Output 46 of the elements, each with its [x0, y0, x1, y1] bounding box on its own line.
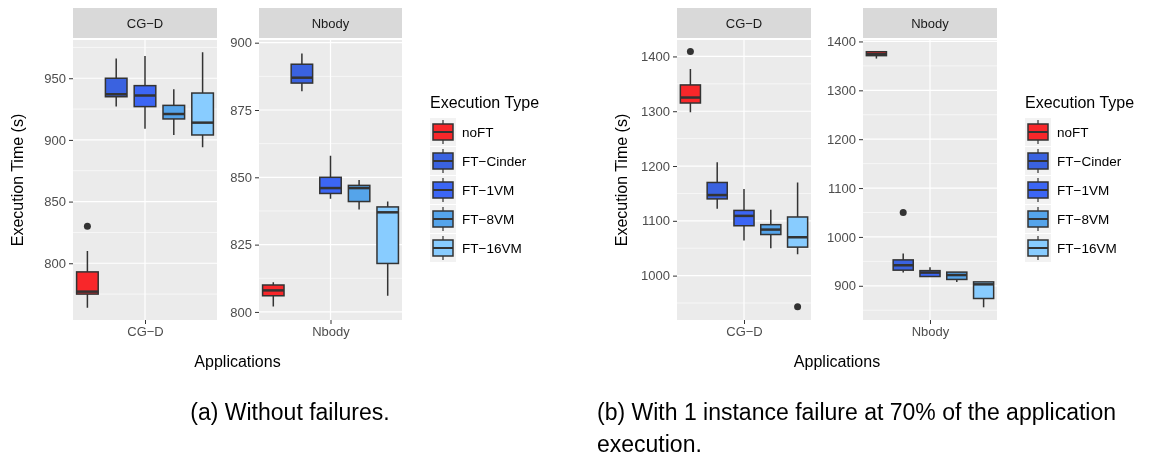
x-axis-title: Applications	[194, 353, 281, 370]
legend-label: noFT	[462, 125, 494, 140]
y-tick-label: 1300	[641, 103, 670, 119]
legend-label: FT−Cinder	[462, 154, 527, 169]
x-tick-label: Nbody	[911, 324, 950, 340]
text: (b) With 1 instance failure at 70% of the application execution.	[597, 399, 1117, 457]
y-tick-label: 1000	[641, 268, 670, 284]
y-axis-title: Execution Time (s)	[613, 113, 630, 247]
y-tick-label: 950	[44, 70, 66, 86]
legend-title: Execution Type	[430, 94, 540, 111]
x-axis-title: Applications	[793, 353, 881, 370]
chart-title: CG−D	[126, 16, 164, 31]
y-tick-label: 850	[44, 194, 66, 210]
legend-label: FT−16VM	[462, 241, 522, 256]
chart-title: CG−D	[725, 16, 763, 31]
y-tick-label: 825	[230, 237, 252, 253]
legend-label: noFT	[1057, 125, 1089, 140]
y-tick-label: 1100	[828, 180, 856, 196]
y-tick-label: 900	[44, 132, 66, 148]
y-tick-label: 1400	[827, 34, 856, 50]
legend-label: FT−16VM	[1057, 241, 1117, 256]
legend-label: FT−8VM	[1057, 212, 1110, 227]
legend-title: Execution Type	[1025, 94, 1135, 111]
y-tick-label: 1200	[641, 158, 670, 174]
x-tick-label: CG−D	[726, 324, 763, 340]
y-tick-label: 850	[230, 169, 252, 185]
text: (a) Without failures.	[190, 399, 390, 425]
legend-label: FT−1VM	[1057, 183, 1110, 198]
y-tick-label: 1100	[642, 213, 670, 229]
y-tick-label: 1000	[827, 229, 856, 245]
y-tick-label: 1200	[827, 131, 856, 147]
chart-title: Nbody	[911, 16, 950, 31]
x-tick-label: Nbody	[312, 324, 351, 340]
y-tick-label: 1400	[641, 49, 670, 65]
x-tick-label: CG−D	[127, 324, 164, 340]
y-tick-label: 900	[834, 278, 856, 294]
legend-label: FT−1VM	[462, 183, 515, 198]
chart-title: Nbody	[311, 16, 350, 31]
y-tick-label: 800	[44, 255, 66, 271]
legend-label: FT−8VM	[462, 212, 515, 227]
y-tick-label: 900	[230, 35, 252, 51]
y-tick-label: 800	[230, 304, 252, 320]
legend-label: FT−Cinder	[1057, 154, 1122, 169]
y-tick-label: 1300	[827, 82, 856, 98]
y-tick-label: 875	[230, 102, 252, 118]
y-axis-title: Execution Time (s)	[9, 113, 26, 247]
